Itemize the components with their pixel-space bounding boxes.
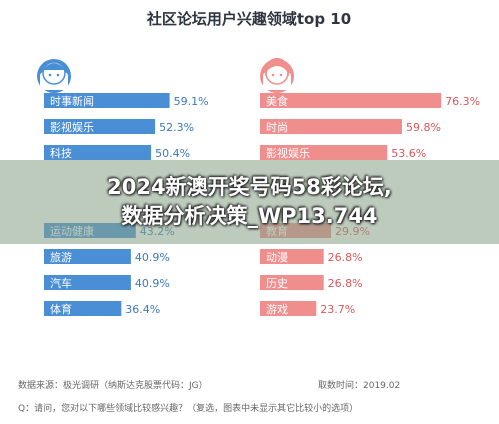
value-label-male-8: 36.4% <box>125 303 160 316</box>
value-label-male-6: 40.9% <box>135 251 170 264</box>
male-avatar-icon <box>37 59 71 93</box>
category-label-female-2: 影视娱乐 <box>266 146 310 160</box>
value-label-female-1: 59.8% <box>406 121 441 134</box>
bar-male-0 <box>44 93 170 108</box>
category-label-male-6: 旅游 <box>50 250 72 264</box>
value-label-male-1: 52.3% <box>159 121 194 134</box>
value-label-male-0: 59.1% <box>174 95 209 108</box>
category-label-female-8: 游戏 <box>266 303 288 316</box>
overlay-line-2: 数据分析决策_WP13.744 <box>121 204 378 228</box>
footer-date: 取数时间：2019.02 <box>318 379 400 391</box>
category-label-male-7: 汽车 <box>50 276 72 290</box>
overlay-banner: 2024新澳开奖号码58彩论坛, 数据分析决策_WP13.744 <box>0 160 499 244</box>
value-label-male-7: 40.9% <box>135 277 170 290</box>
value-label-female-2: 53.6% <box>391 147 426 160</box>
value-label-female-0: 76.3% <box>445 95 480 108</box>
female-avatar-icon <box>260 58 294 93</box>
value-label-female-8: 23.7% <box>320 303 355 316</box>
value-label-female-7: 26.8% <box>328 277 363 290</box>
bar-female-2 <box>260 145 388 160</box>
overlay-line-1: 2024新澳开奖号码58彩论坛, <box>107 175 392 199</box>
bar-male-7 <box>44 275 131 290</box>
bar-female-6 <box>260 249 324 264</box>
bar-female-0 <box>260 93 442 108</box>
footer-source: 数据来源：极光调研（纳斯达克股票代码：JG） <box>18 379 208 391</box>
value-label-female-6: 26.8% <box>328 251 363 264</box>
bar-female-7 <box>260 275 324 290</box>
bar-male-1 <box>44 119 156 134</box>
footer-question: Q：请问，您对以下哪些领域比较感兴趣？（复选，图表中未显示其它比较小的选项） <box>18 402 358 414</box>
category-label-female-6: 动漫 <box>266 250 288 264</box>
value-label-male-2: 50.4% <box>155 147 190 160</box>
category-label-male-8: 体育 <box>50 302 72 316</box>
bar-male-2 <box>44 145 152 160</box>
bar-female-8 <box>260 301 317 316</box>
category-label-male-0: 时事新闻 <box>50 94 94 108</box>
bar-male-6 <box>44 249 131 264</box>
bar-female-1 <box>260 119 402 134</box>
category-label-female-7: 历史 <box>266 277 288 290</box>
category-label-female-0: 美食 <box>266 94 288 108</box>
bar-male-8 <box>44 301 122 316</box>
chart-title: 社区论坛用户兴趣领域top 10 <box>146 10 351 28</box>
category-label-male-2: 科技 <box>50 146 72 160</box>
category-label-female-1: 时尚 <box>266 120 288 134</box>
category-label-male-1: 影视娱乐 <box>50 120 94 134</box>
